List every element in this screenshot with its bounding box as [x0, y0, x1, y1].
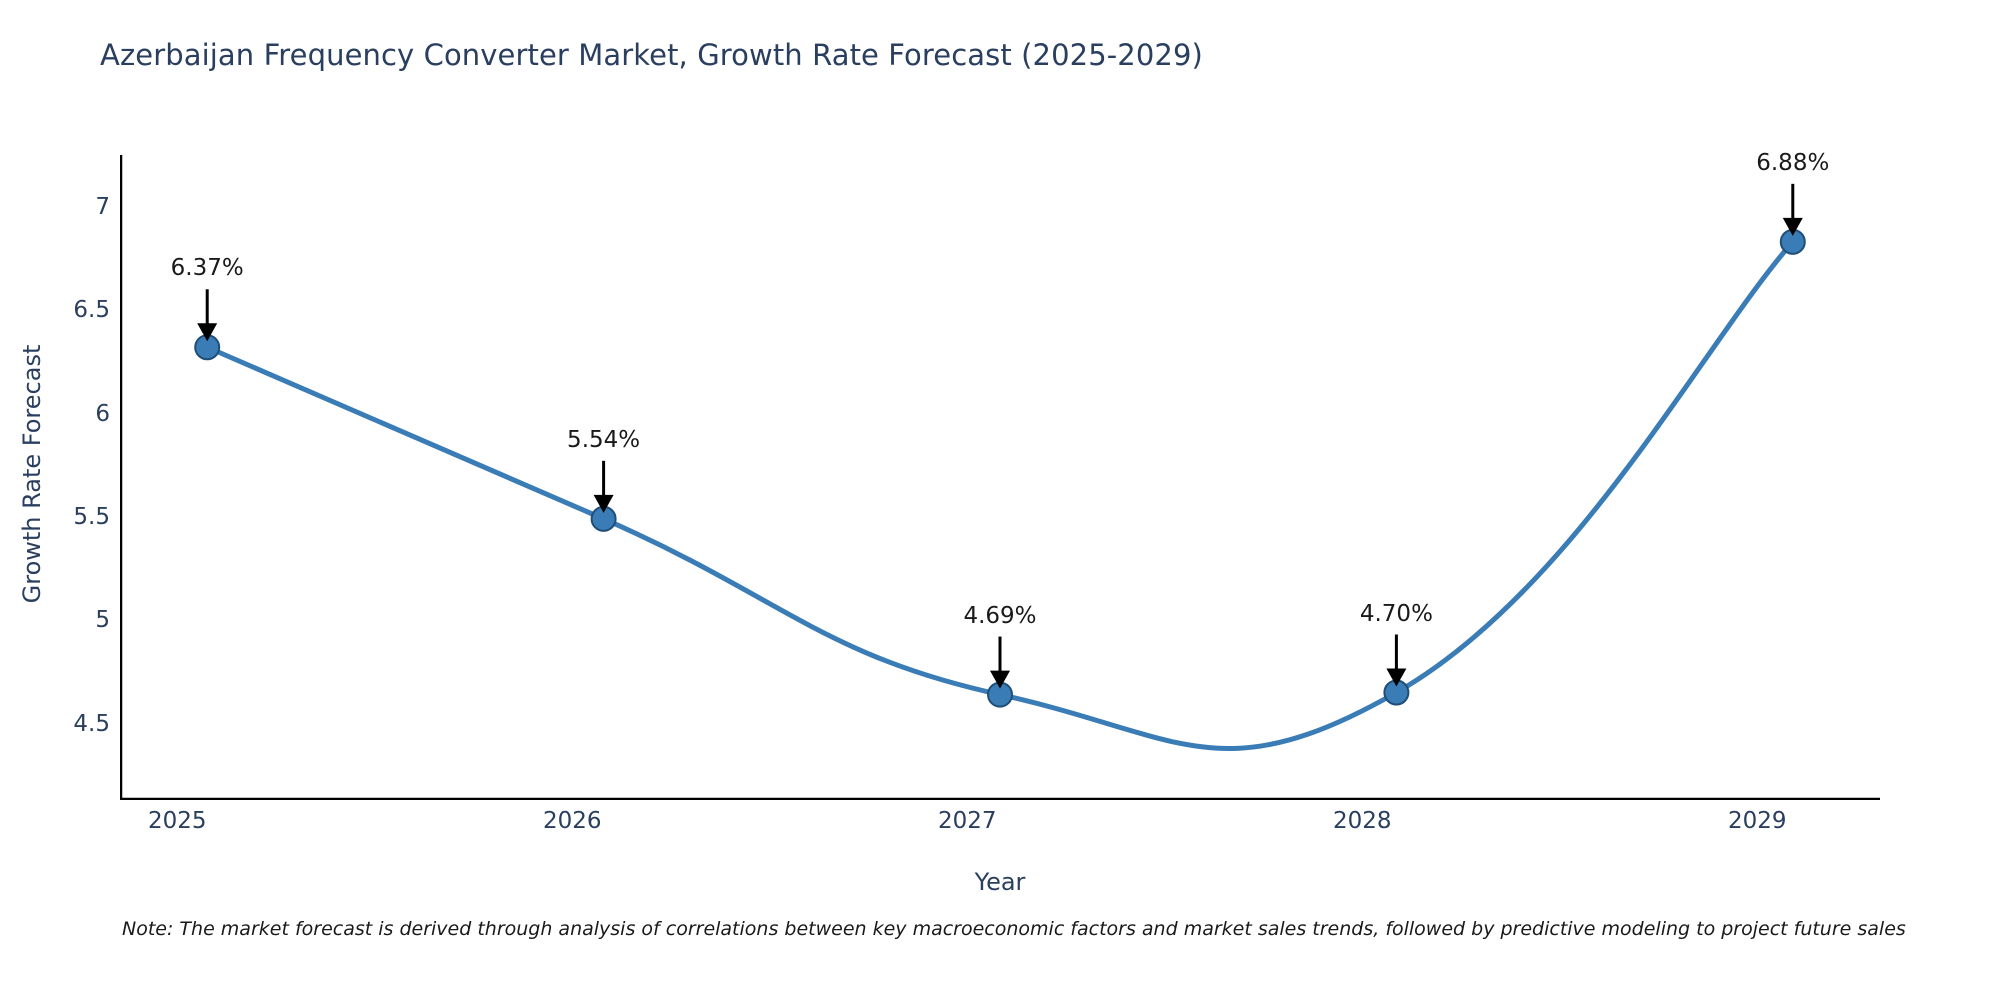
y-tick-label: 6.5 — [73, 297, 110, 324]
x-tick-label: 2028 — [1333, 808, 1392, 834]
annotation-arrow-head — [1782, 217, 1803, 236]
y-tick-label: 5 — [95, 607, 110, 634]
plot-area: 6.37% 5.54% 4.69% 4.70% 6.88% — [120, 150, 1880, 800]
x-tick-label: 2027 — [938, 808, 997, 834]
x-tick-label: 2025 — [148, 808, 207, 834]
annotation-arrows — [197, 183, 1803, 689]
series-line — [204, 239, 1796, 752]
data-point-label: 5.54% — [567, 426, 641, 453]
y-axis-tick-labels: 7 6.5 6 5.5 5 4.5 — [28, 155, 110, 800]
x-tick-label: 2026 — [543, 808, 602, 834]
data-point-label: 4.70% — [1359, 600, 1433, 627]
annotation-arrow-head — [593, 494, 614, 513]
page-title: Azerbaijan Frequency Converter Market, G… — [100, 38, 1203, 72]
x-axis-tick-labels: 2025 2026 2027 2028 2029 — [120, 808, 1880, 848]
x-tick-label: 2029 — [1728, 808, 1787, 834]
y-axis-title: Growth Rate Forecast — [18, 344, 46, 604]
annotation-arrow-head — [197, 323, 218, 342]
line-chart-svg — [120, 155, 1880, 800]
footnote-note: Note: The market forecast is derived thr… — [122, 918, 1906, 940]
annotation-arrow-head — [1386, 668, 1407, 687]
data-point-label: 6.88% — [1756, 149, 1830, 176]
y-tick-label: 6 — [95, 400, 110, 427]
data-point-label: 4.69% — [963, 602, 1037, 629]
x-axis-title: Year — [974, 868, 1026, 896]
series-markers — [194, 228, 1806, 708]
y-tick-label: 7 — [95, 193, 110, 220]
y-tick-label: 5.5 — [73, 503, 110, 530]
data-point-label: 6.37% — [170, 255, 244, 282]
annotation-arrow-head — [990, 670, 1010, 689]
y-tick-label: 4.5 — [73, 710, 110, 737]
